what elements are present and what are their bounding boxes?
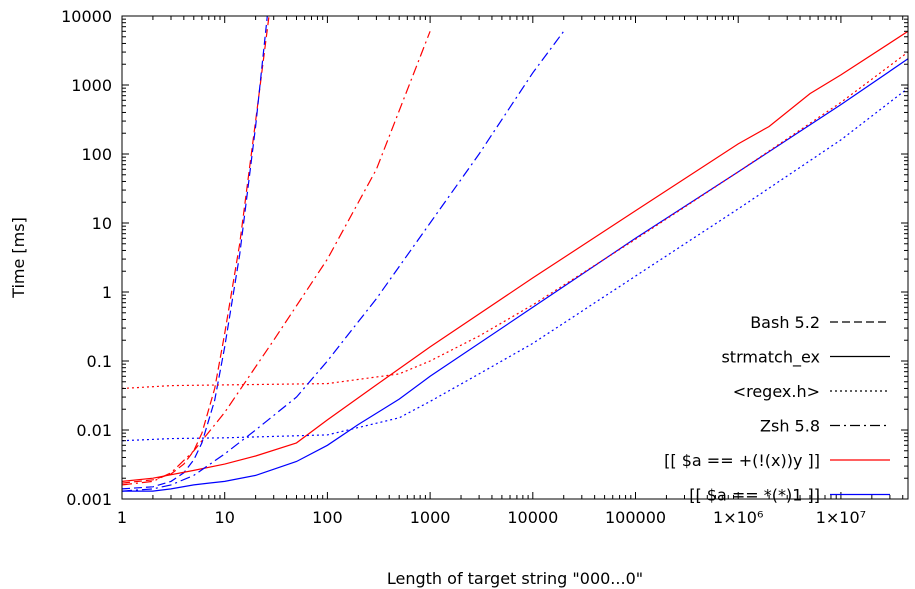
x-tick-label: 100000 <box>605 508 666 527</box>
series-line-regex-h-red <box>122 51 908 390</box>
y-tick-label: 100 <box>81 145 112 164</box>
legend-label: Zsh 5.8 <box>760 417 820 436</box>
legend-label: [[ $a == +(!(x))y ]] <box>664 451 820 470</box>
plot-frame <box>121 15 909 500</box>
series-line-zsh-5-8-blue <box>122 30 565 492</box>
x-tick-label: 10000 <box>507 508 558 527</box>
y-tick-label: 0.1 <box>87 352 112 371</box>
y-tick-label: 1 <box>102 283 112 302</box>
x-tick-label: 1×10⁶ <box>713 508 763 527</box>
axis-ticks <box>121 15 908 500</box>
legend: Bash 5.2 strmatch_ex <regex.h> Zsh 5.8 [[ $a… <box>664 313 890 505</box>
y-tick-label: 10000 <box>61 7 112 26</box>
legend-label: <regex.h> <box>733 382 820 401</box>
series-line-bash-5-2-red <box>122 16 270 484</box>
series-line-strmatch-ex-red <box>122 30 908 482</box>
x-tick-label: 100 <box>312 508 343 527</box>
legend-label: Bash 5.2 <box>750 313 820 332</box>
x-tick-label: 1 <box>117 508 127 527</box>
y-tick-label: 10 <box>92 214 112 233</box>
series-line-bash-5-2-blue <box>122 16 268 490</box>
plot-series <box>122 16 908 492</box>
x-axis-label: Length of target string "000...0" <box>387 569 643 588</box>
legend-label: strmatch_ex <box>721 348 820 368</box>
y-tick-label: 0.001 <box>66 490 112 509</box>
series-line-zsh-5-8-red <box>122 31 431 486</box>
x-tick-label: 10 <box>215 508 235 527</box>
x-tick-label: 1000 <box>410 508 451 527</box>
y-tick-label: 0.01 <box>76 421 112 440</box>
y-axis-label: Time [ms] <box>9 217 28 299</box>
x-tick-label: 1×10⁷ <box>816 508 866 527</box>
y-tick-label: 1000 <box>71 76 112 95</box>
legend-label: [[ $a == *(*)1 ]] <box>689 486 820 505</box>
axis-tick-labels: 1 10 100 1000 10000 100000 1×10⁶ 1×10⁷ 0.001 0.01… <box>61 7 866 527</box>
